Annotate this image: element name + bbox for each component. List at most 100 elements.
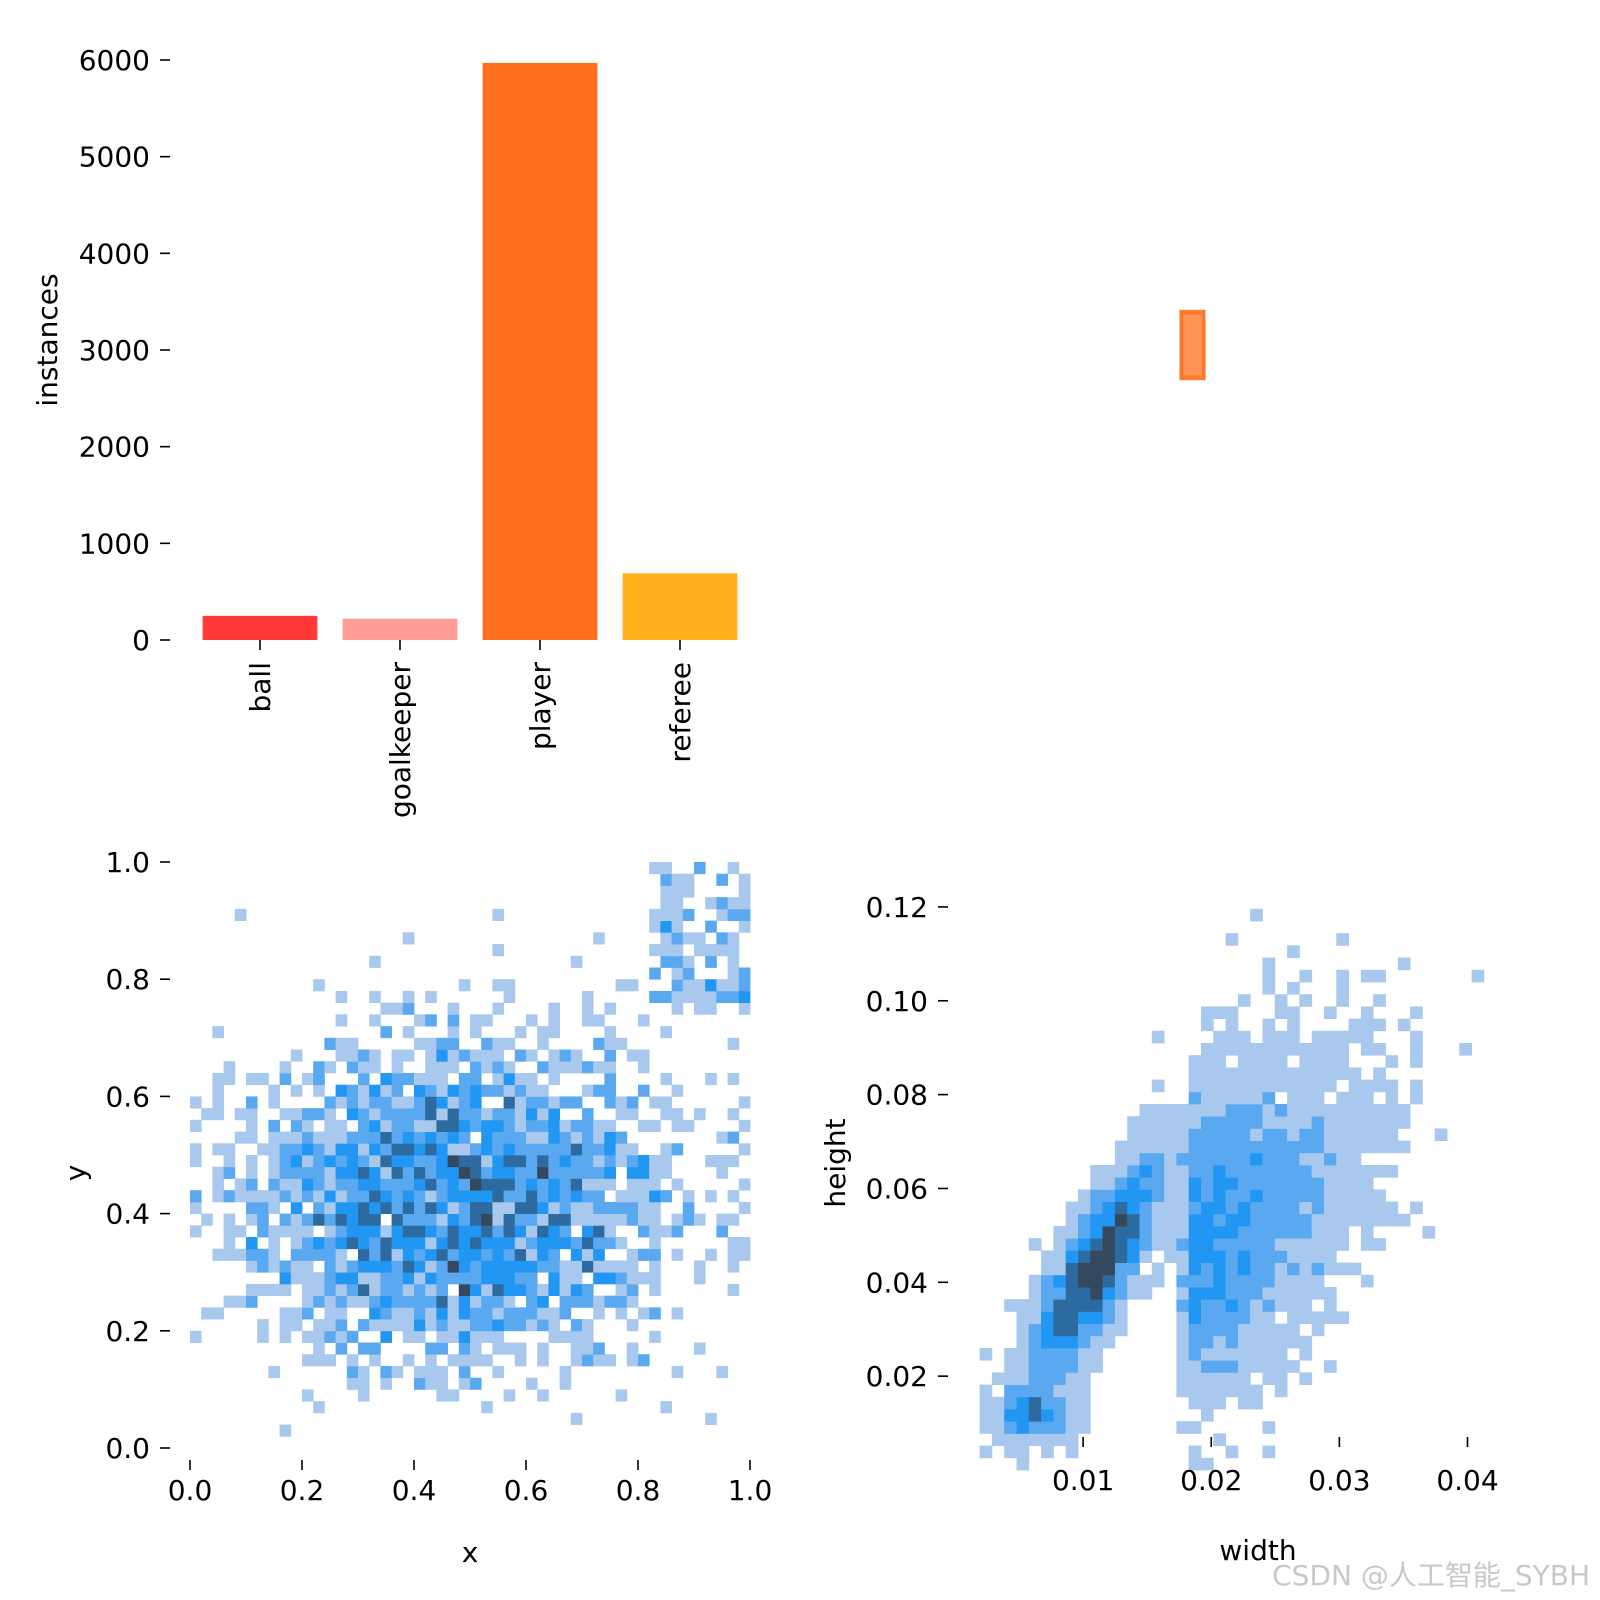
heatmap-cell: [593, 1084, 605, 1097]
heatmap-cell: [1090, 1287, 1103, 1300]
heatmap-cell: [1028, 1311, 1042, 1324]
heatmap-cell: [290, 1237, 303, 1250]
heatmap-cell: [402, 1155, 415, 1168]
heatmap-cell: [615, 1108, 628, 1121]
heatmap-cell: [268, 1155, 280, 1168]
heatmap-cell: [302, 1143, 314, 1156]
heatmap-cell: [1287, 1201, 1300, 1215]
heatmap-cell: [402, 1143, 415, 1156]
heatmap-cell: [268, 1260, 280, 1273]
heatmap-cell: [1151, 1104, 1165, 1117]
heatmap-cell: [290, 1201, 303, 1214]
heatmap-cell: [1201, 1372, 1214, 1385]
heatmap-cell: [671, 1108, 684, 1121]
heatmap-cell: [1188, 1274, 1202, 1288]
heatmap-cell: [1065, 1299, 1079, 1312]
heatmap-cell: [1225, 1152, 1239, 1166]
heatmap-cell: [514, 1213, 527, 1226]
heatmap-cell: [1201, 1262, 1214, 1276]
heatmap-cell: [447, 1155, 460, 1168]
heatmap-cell: [626, 1260, 639, 1273]
heatmap-cell: [559, 1307, 572, 1320]
heatmap-cell: [402, 990, 415, 1004]
heatmap-cell: [414, 1307, 426, 1320]
heatmap-cell: [447, 1026, 460, 1039]
heatmap-cell: [324, 1319, 336, 1332]
y-axis-label: y: [59, 1165, 92, 1182]
heatmap-cell: [1016, 1421, 1030, 1434]
heatmap-cell: [1385, 1116, 1399, 1129]
heatmap-cell: [1250, 908, 1263, 922]
heatmap-cell: [548, 1155, 560, 1168]
heatmap-cell: [1237, 1043, 1251, 1056]
heatmap-cell: [425, 1272, 437, 1285]
heatmap-cell: [979, 1396, 993, 1410]
bar-ball: [202, 615, 318, 640]
heatmap-cell: [1287, 1116, 1300, 1129]
heatmap-cell: [582, 1225, 594, 1238]
heatmap-cell: [223, 1248, 236, 1261]
heatmap-cell: [1053, 1287, 1067, 1300]
heatmap-cell: [514, 1178, 527, 1191]
heatmap-cell: [649, 944, 661, 957]
heatmap-cell: [324, 1190, 336, 1203]
heatmap-cell: [1299, 1128, 1313, 1141]
heatmap-cell: [649, 862, 661, 875]
heatmap-cell: [1324, 1287, 1337, 1300]
heatmap-cell: [492, 1119, 504, 1132]
heatmap-cell: [302, 1155, 314, 1168]
heatmap-cell: [335, 1225, 348, 1238]
heatmap-cell: [302, 1213, 314, 1226]
box-0: [1181, 313, 1204, 377]
heatmap-cell: [201, 1307, 213, 1320]
heatmap-cell: [1065, 1348, 1079, 1361]
heatmap-cell: [1090, 1348, 1103, 1361]
heatmap-cell: [1065, 1201, 1079, 1215]
heatmap-cell: [526, 1178, 538, 1191]
heatmap-cell: [514, 1166, 527, 1179]
heatmap-cell: [1287, 1311, 1300, 1324]
heatmap-cell: [458, 1049, 471, 1062]
heatmap-cell: [1090, 1323, 1103, 1337]
heatmap-cell: [593, 1014, 605, 1027]
heatmap-cell: [1053, 1372, 1067, 1385]
heatmap-cell: [313, 1283, 325, 1297]
heatmap-cell: [447, 1330, 460, 1343]
heatmap-cell: [1201, 1018, 1214, 1032]
heatmap-cell: [1201, 1274, 1214, 1288]
heatmap-cell: [1287, 1030, 1300, 1044]
heatmap-cell: [1176, 1189, 1190, 1202]
heatmap-cell: [1213, 1323, 1226, 1337]
heatmap-cell: [380, 1119, 392, 1132]
heatmap-cell: [212, 1108, 224, 1121]
heatmap-cell: [582, 1342, 594, 1355]
heatmap-cell: [1336, 1140, 1349, 1154]
heatmap-cell: [492, 1190, 504, 1203]
heatmap-cell: [626, 1319, 639, 1332]
heatmap-cell: [1176, 1201, 1190, 1215]
heatmap-cell: [380, 1096, 392, 1109]
heatmap-cell: [402, 1072, 415, 1086]
heatmap-cell: [369, 1108, 381, 1121]
heatmap-cell: [1360, 1043, 1374, 1056]
heatmap-cell: [436, 1307, 448, 1320]
heatmap-cell: [492, 1248, 504, 1261]
heatmap-cell: [537, 1178, 549, 1191]
heatmap-cell: [1016, 1372, 1030, 1385]
heatmap-cell: [1299, 1348, 1313, 1361]
heatmap-cell: [1139, 1274, 1153, 1288]
heatmap-cell: [1360, 1104, 1374, 1117]
heatmap-cell: [1324, 1140, 1337, 1154]
heatmap-cell: [436, 1330, 448, 1343]
heatmap-cell: [1250, 1335, 1263, 1349]
heatmap-cell: [391, 1272, 404, 1285]
heatmap-cell: [626, 1190, 639, 1203]
heatmap-cell: [1287, 1335, 1300, 1349]
heatmap-cell: [548, 1096, 560, 1109]
heatmap-cell: [1213, 1287, 1226, 1300]
heatmap-cell: [1164, 1104, 1177, 1117]
heatmap-cell: [481, 1225, 493, 1238]
heatmap-cell: [660, 873, 672, 886]
heatmap-cell: [257, 1143, 269, 1156]
heatmap-cell: [526, 1248, 538, 1261]
